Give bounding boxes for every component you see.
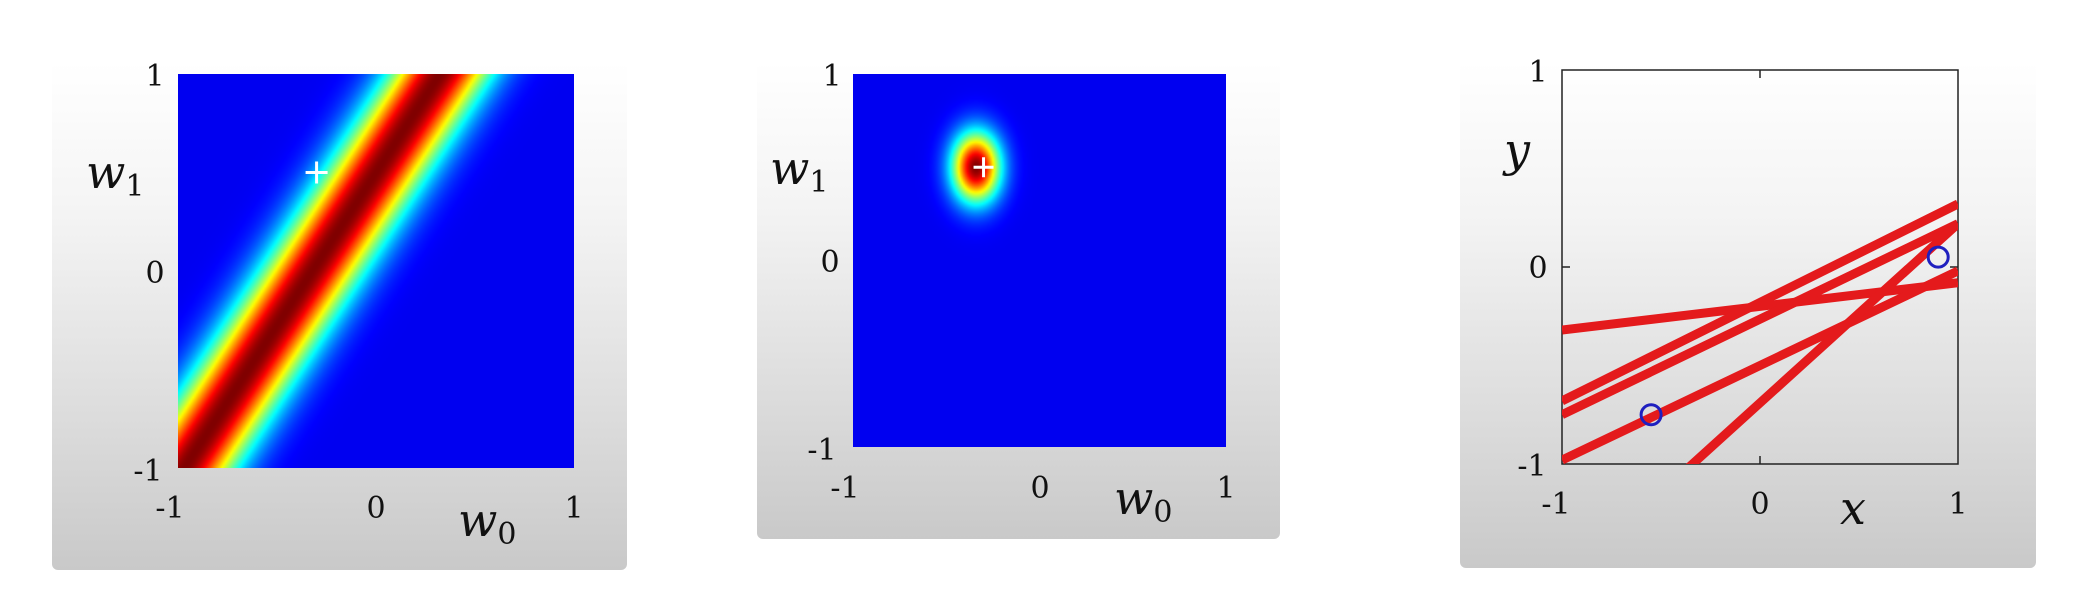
p1-ylabel: w1 xyxy=(86,145,144,204)
p3-ylabel: y xyxy=(1502,123,1531,177)
posterior-heatmap-panel: 1 0 -1 -1 0 1 w0 w1 xyxy=(770,59,1236,530)
data-space-panel: 1 0 -1 -1 0 1 x y xyxy=(1502,55,1968,535)
p1-xlabel: w0 xyxy=(458,493,516,552)
p2-xtick-right: 1 xyxy=(1216,471,1235,506)
true-weight-marker-1 xyxy=(305,161,328,184)
p2-xlabel: w0 xyxy=(1114,471,1172,530)
sampled-lines xyxy=(1562,199,1958,464)
observed-point-1 xyxy=(1639,403,1663,427)
sampled-line-5 xyxy=(1685,220,1958,464)
likelihood-heatmap-panel: 1 0 -1 -1 0 1 w0 w1 xyxy=(86,59,584,552)
p2-ytick-mid: 0 xyxy=(820,245,839,280)
sampled-line-3 xyxy=(1562,219,1958,419)
p2-xtick-left: -1 xyxy=(830,471,859,506)
likelihood-heatmap xyxy=(178,74,574,468)
sampled-line-4 xyxy=(1562,266,1958,464)
p1-xtick-left: -1 xyxy=(155,491,184,526)
posterior-heatmap xyxy=(853,74,1226,447)
p3-xtick-left: -1 xyxy=(1541,487,1570,522)
p3-ytick-mid: 0 xyxy=(1528,251,1547,286)
p1-ytick-mid: 0 xyxy=(145,256,164,291)
p2-ytick-top: 1 xyxy=(822,59,841,94)
p1-ytick-bottom: -1 xyxy=(133,454,162,489)
p3-xtick-right: 1 xyxy=(1948,487,1967,522)
p1-xtick-mid: 0 xyxy=(366,491,385,526)
panel-3-background xyxy=(1460,62,2036,568)
true-weight-marker-2 xyxy=(973,157,994,178)
p1-xtick-right: 1 xyxy=(564,491,583,526)
observed-points xyxy=(1639,245,1950,427)
p2-ylabel: w1 xyxy=(770,141,828,200)
p3-tick-marks xyxy=(1562,70,1958,464)
p3-xlabel: x xyxy=(1840,481,1866,535)
p1-ytick-top: 1 xyxy=(145,59,164,94)
p3-xtick-mid: 0 xyxy=(1750,487,1769,522)
p2-ytick-bottom: -1 xyxy=(807,433,836,468)
p3-ytick-top: 1 xyxy=(1528,55,1547,90)
p2-xtick-mid: 0 xyxy=(1030,471,1049,506)
observed-point-2 xyxy=(1926,245,1950,269)
sampled-line-2 xyxy=(1562,199,1958,405)
p3-ytick-bottom: -1 xyxy=(1517,449,1546,484)
